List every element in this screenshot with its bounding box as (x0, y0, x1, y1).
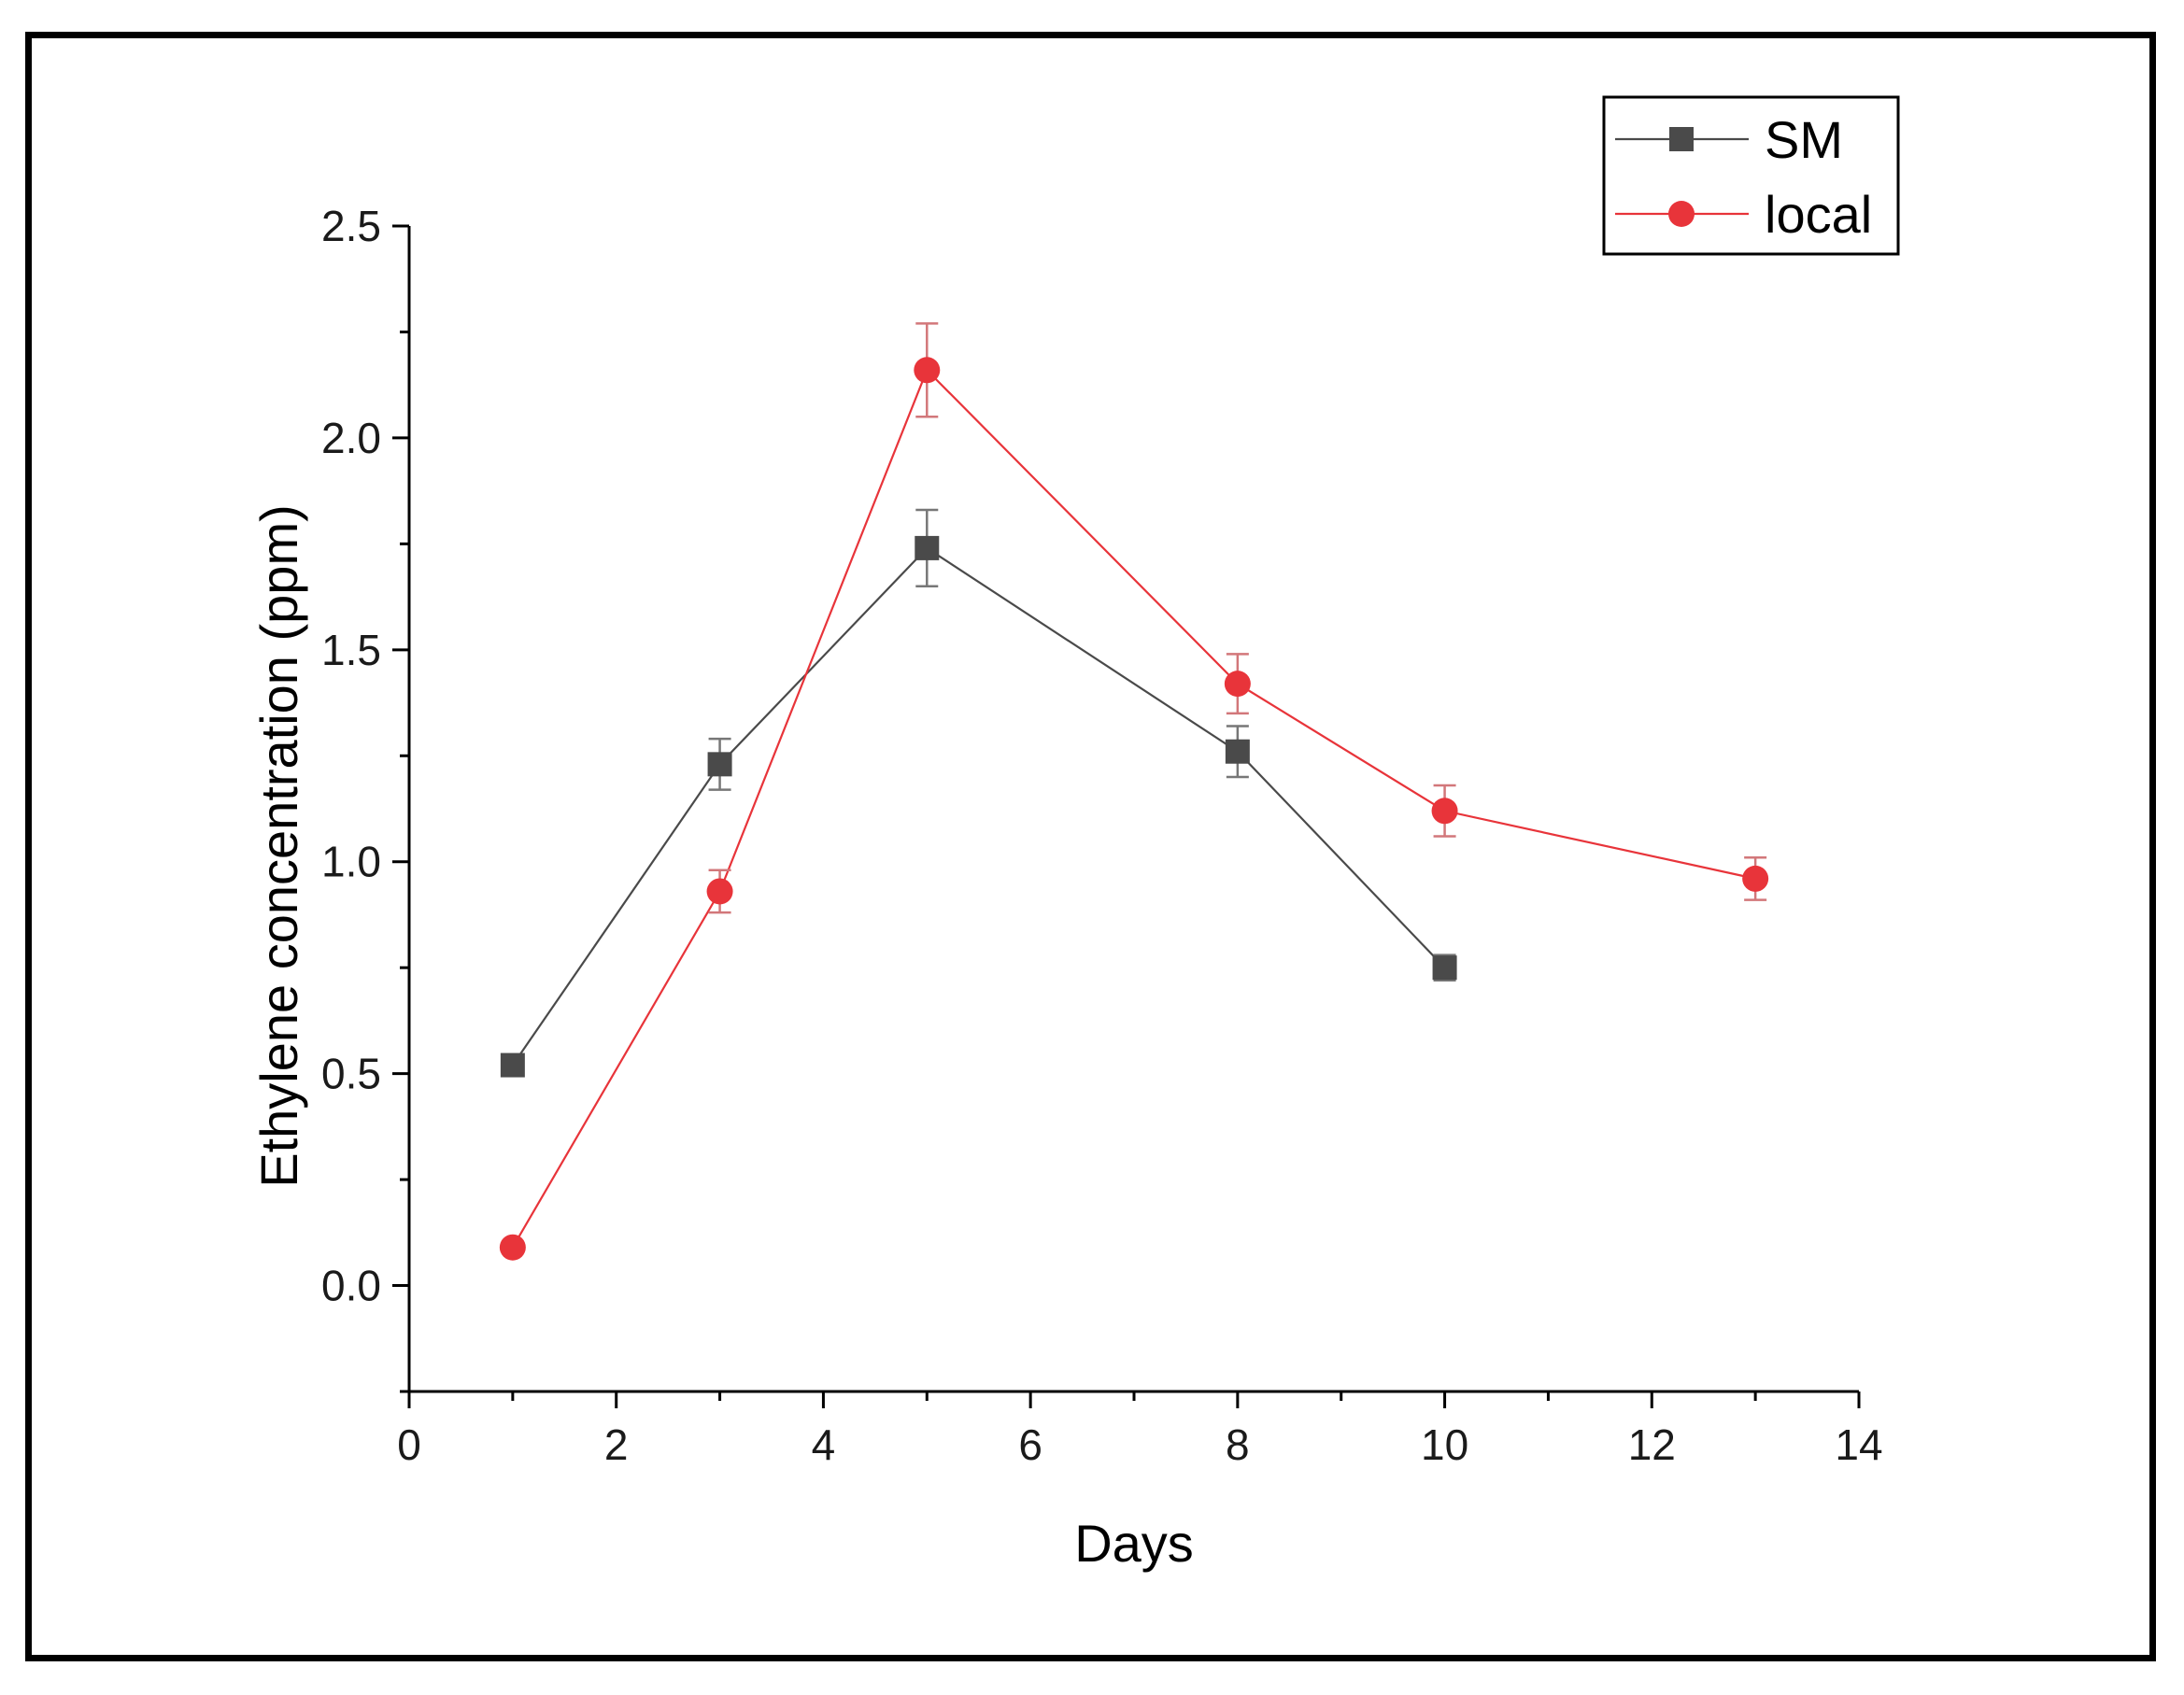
x-axis-ticks: 0 2 4 6 8 10 12 14 (397, 1391, 1883, 1469)
data-point-local (499, 1234, 526, 1261)
y-tick-label: 1.0 (321, 838, 381, 886)
x-tick-label: 0 (397, 1420, 421, 1469)
data-point-SM (707, 752, 732, 777)
y-tick-label: 0.0 (321, 1262, 381, 1310)
y-tick-label: 2.0 (321, 414, 381, 462)
data-point-SM (1432, 955, 1457, 981)
data-point-SM (915, 535, 940, 560)
legend-item-SM: SM (1615, 110, 1843, 169)
data-point-local (1224, 671, 1251, 698)
data-point-local (706, 878, 733, 905)
series-local (499, 322, 1769, 1261)
x-tick-label: 4 (812, 1420, 836, 1469)
legend-label: SM (1765, 110, 1843, 169)
y-axis-ticks: 0.0 0.5 1.0 1.5 2.0 2.5 (321, 202, 409, 1393)
data-point-local (1431, 798, 1458, 825)
x-tick-label: 14 (1835, 1420, 1882, 1469)
legend-label: local (1765, 185, 1872, 244)
x-tick-label: 6 (1018, 1420, 1042, 1469)
series-line-local (511, 368, 1756, 1249)
data-point-SM (1225, 739, 1250, 764)
series-line-SM (511, 546, 1446, 1066)
legend-item-local: local (1615, 185, 1872, 244)
x-tick-label: 8 (1226, 1420, 1250, 1469)
legend-marker (1669, 127, 1694, 151)
y-axis-title: Ethylene concentration (ppm) (249, 504, 308, 1188)
x-tick-label: 2 (604, 1420, 629, 1469)
y-tick-label: 2.5 (321, 202, 381, 250)
figure-frame (25, 32, 2156, 1661)
axes (407, 226, 1859, 1393)
series-layer (499, 322, 1769, 1261)
legend: SM local (1602, 95, 1900, 256)
x-axis-title: Days (1074, 1514, 1194, 1573)
legend-box (1602, 95, 1900, 256)
x-tick-label: 12 (1628, 1420, 1676, 1469)
y-tick-label: 0.5 (321, 1050, 381, 1098)
y-tick-label: 1.5 (321, 626, 381, 674)
data-point-local (914, 357, 941, 384)
legend-marker (1668, 201, 1695, 227)
data-point-SM (500, 1052, 525, 1078)
x-tick-label: 10 (1421, 1420, 1468, 1469)
data-point-local (1742, 865, 1769, 892)
series-SM (500, 508, 1457, 1078)
